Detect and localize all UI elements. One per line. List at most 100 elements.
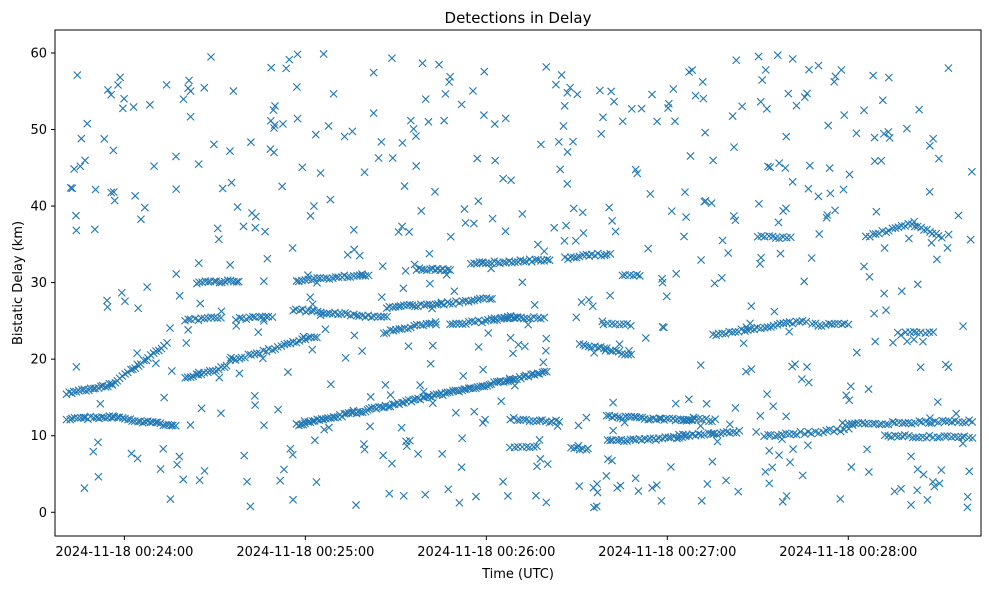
clutter-detection-marker xyxy=(72,362,81,371)
clutter-detection-marker xyxy=(381,380,390,389)
track-detection-marker xyxy=(947,432,956,441)
clutter-detection-marker xyxy=(776,249,785,258)
clutter-detection-marker xyxy=(702,399,711,408)
clutter-detection-marker xyxy=(609,426,618,435)
track-detection-marker xyxy=(309,274,318,283)
track-detection-marker xyxy=(807,429,816,438)
track-detection-marker xyxy=(728,328,737,337)
track-detection-marker xyxy=(662,414,671,423)
clutter-detection-marker xyxy=(398,222,407,231)
clutter-detection-marker xyxy=(929,134,938,143)
track-detection-marker xyxy=(533,314,542,323)
track-detection-marker xyxy=(163,338,172,347)
track-detection-marker xyxy=(897,221,906,230)
clutter-detection-marker xyxy=(432,320,441,329)
clutter-detection-marker xyxy=(533,462,542,471)
clutter-detection-marker xyxy=(457,100,466,109)
clutter-detection-marker xyxy=(724,249,733,257)
clutter-detection-marker xyxy=(81,156,90,165)
clutter-detection-marker xyxy=(120,94,129,103)
clutter-detection-marker xyxy=(159,444,168,453)
clutter-detection-marker xyxy=(145,100,154,109)
clutter-detection-marker xyxy=(542,334,551,343)
clutter-detection-marker xyxy=(103,85,112,94)
track-detection-marker xyxy=(606,249,615,258)
track-detection-marker xyxy=(911,433,920,442)
clutter-detection-marker xyxy=(728,112,737,121)
clutter-detection-marker xyxy=(312,478,321,487)
clutter-detection-marker xyxy=(701,128,710,137)
track-detection-marker xyxy=(722,427,731,436)
track-detection-marker xyxy=(827,320,836,329)
y-tick-label: 0 xyxy=(39,506,47,521)
clutter-detection-marker xyxy=(599,113,607,122)
clutter-detection-marker xyxy=(943,243,952,252)
track-detection-marker xyxy=(383,312,392,321)
clutter-detection-marker xyxy=(260,421,268,430)
clutter-detection-marker xyxy=(903,337,912,346)
clutter-detection-marker xyxy=(194,368,203,377)
y-axis-label: Bistatic Delay (km) xyxy=(11,221,26,345)
track-detection-marker xyxy=(458,320,467,329)
clutter-detection-marker xyxy=(786,458,795,467)
clutter-detection-marker xyxy=(551,80,560,89)
chart-title: Detections in Delay xyxy=(445,9,592,27)
clutter-detection-marker xyxy=(520,342,529,351)
track-detection-marker xyxy=(624,412,633,421)
track-detection-marker xyxy=(711,415,720,424)
track-detection-marker xyxy=(377,312,386,321)
clutter-detection-marker xyxy=(274,405,283,414)
clutter-detection-marker xyxy=(421,490,430,499)
clutter-detection-marker xyxy=(185,76,193,85)
clutter-detection-marker xyxy=(285,55,294,64)
clutter-detection-marker xyxy=(308,300,317,309)
clutter-detection-marker xyxy=(484,329,493,338)
track-detection-marker xyxy=(678,430,687,439)
clutter-detection-marker xyxy=(762,104,771,113)
clutter-detection-marker xyxy=(385,489,394,498)
track-detection-marker xyxy=(210,313,219,322)
clutter-detection-marker xyxy=(490,120,499,129)
clutter-detection-marker xyxy=(798,471,807,480)
clutter-detection-marker xyxy=(680,188,689,197)
clutter-detection-marker xyxy=(559,121,568,130)
clutter-detection-marker xyxy=(865,272,874,281)
clutter-detection-marker xyxy=(944,64,953,73)
track-detection-marker xyxy=(665,414,674,423)
clutter-detection-marker xyxy=(878,96,887,105)
clutter-detection-marker xyxy=(300,417,309,426)
clutter-detection-marker xyxy=(446,232,455,241)
track-detection-marker xyxy=(567,443,576,452)
clutter-detection-marker xyxy=(601,346,610,355)
clutter-detection-marker xyxy=(669,85,678,93)
clutter-detection-marker xyxy=(542,62,551,71)
clutter-detection-marker xyxy=(410,260,419,269)
track-detection-marker xyxy=(935,433,944,442)
clutter-detection-marker xyxy=(620,418,629,427)
track-detection-marker xyxy=(334,310,343,319)
clutter-detection-marker xyxy=(907,452,916,461)
clutter-detection-marker xyxy=(116,73,125,82)
clutter-detection-marker xyxy=(583,444,592,453)
clutter-detection-marker xyxy=(765,446,774,455)
clutter-detection-marker xyxy=(689,413,698,422)
clutter-detection-marker xyxy=(602,471,611,480)
clutter-detection-marker xyxy=(884,73,893,82)
track-detection-marker xyxy=(718,329,727,338)
track-detection-marker xyxy=(894,432,903,441)
track-detection-marker xyxy=(691,414,700,423)
clutter-detection-marker xyxy=(251,223,260,232)
track-detection-marker xyxy=(555,417,564,426)
clutter-detection-marker xyxy=(377,137,386,146)
clutter-detection-marker xyxy=(66,183,75,192)
track-detection-marker xyxy=(355,312,364,321)
y-tick-label: 60 xyxy=(30,46,47,61)
track-detection-marker xyxy=(704,417,713,426)
track-detection-marker xyxy=(788,319,797,328)
clutter-detection-marker xyxy=(765,479,774,488)
track-detection-marker xyxy=(795,317,804,326)
y-tick-label: 50 xyxy=(30,123,47,138)
clutter-detection-marker xyxy=(442,270,451,279)
track-detection-marker xyxy=(635,413,644,422)
